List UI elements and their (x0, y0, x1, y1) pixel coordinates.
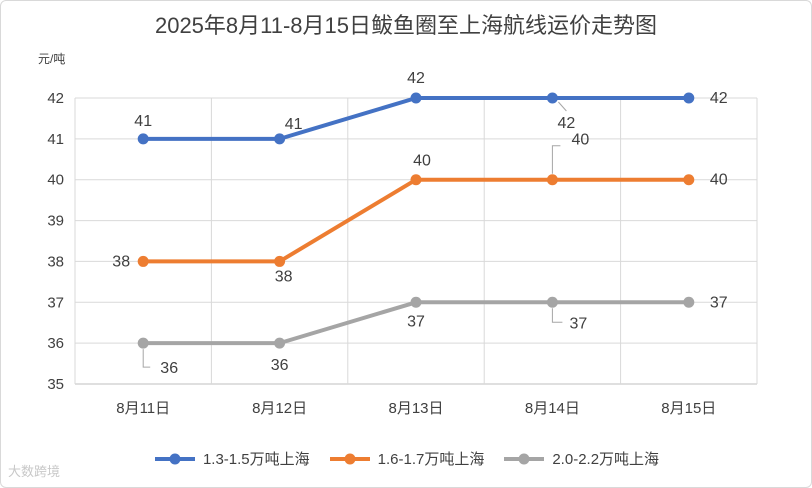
data-point-series-2 (410, 174, 422, 186)
data-label-series-3: 37 (407, 313, 425, 330)
data-point-series-1 (137, 133, 149, 145)
y-tick-label: 42 (47, 90, 64, 107)
watermark: 大数跨境 (8, 464, 61, 479)
data-point-series-2 (683, 174, 695, 186)
data-label-series-2: 40 (572, 132, 590, 149)
legend-swatch-series-3 (504, 453, 545, 464)
x-tick-label: 8月14日 (525, 400, 580, 417)
data-point-series-3 (410, 296, 422, 308)
x-tick-label: 8月12日 (252, 400, 307, 417)
data-label-leader-line (142, 349, 151, 368)
data-point-series-2 (274, 255, 286, 267)
data-label-series-1: 41 (285, 116, 303, 133)
y-tick-label: 37 (47, 294, 64, 311)
data-point-series-1 (410, 92, 422, 104)
data-point-series-3 (683, 296, 695, 308)
data-label-series-3: 37 (710, 294, 728, 311)
data-point-series-1 (274, 133, 286, 145)
data-label-series-2: 38 (112, 253, 130, 270)
legend-label-series-3: 2.0-2.2万吨上海 (552, 451, 660, 468)
legend-label-series-2: 1.6-1.7万吨上海 (377, 451, 485, 468)
chart-legend: 1.3-1.5万吨上海 1.6-1.7万吨上海 2.0-2.2万吨上海 (0, 448, 812, 469)
legend-swatch-series-1 (154, 453, 195, 464)
y-tick-label: 41 (47, 131, 64, 148)
y-tick-label: 39 (47, 213, 64, 230)
series-line-1 (141, 96, 691, 141)
legend-label-series-1: 1.3-1.5万吨上海 (202, 451, 310, 468)
data-label-series-3: 36 (271, 357, 289, 374)
data-point-series-2 (546, 174, 558, 186)
y-tick-label: 36 (47, 335, 64, 352)
data-point-series-3 (546, 296, 558, 308)
data-point-series-1 (546, 92, 558, 104)
data-label-series-1: 42 (710, 90, 728, 107)
data-label-leader-line (558, 101, 567, 112)
legend-swatch-series-2 (329, 453, 370, 464)
chart-title: 2025年8月11-8月15日鲅鱼圈至上海航线运价走势图 (154, 13, 658, 38)
y-tick-label: 40 (47, 172, 64, 189)
data-label-series-1: 41 (134, 113, 152, 130)
x-tick-label: 8月13日 (388, 400, 443, 417)
x-tick-label: 8月11日 (116, 400, 170, 417)
data-label-series-1: 42 (558, 115, 576, 132)
data-label-series-2: 40 (413, 153, 431, 170)
y-tick-label: 38 (47, 253, 64, 270)
x-tick-label: 8月15日 (661, 400, 716, 417)
data-label-leader-line (551, 308, 563, 323)
y-axis-unit-label: 元/吨 (38, 52, 66, 66)
data-label-series-2: 38 (275, 268, 293, 285)
data-point-series-3 (274, 337, 286, 349)
data-label-series-2: 40 (710, 172, 728, 189)
y-tick-label: 35 (47, 376, 64, 393)
legend-item-series-2: 1.6-1.7万吨上海 (328, 448, 485, 469)
legend-item-series-3: 2.0-2.2万吨上海 (502, 448, 659, 469)
data-point-series-3 (137, 337, 149, 349)
legend-item-series-1: 1.3-1.5万吨上海 (153, 448, 310, 469)
data-point-series-1 (683, 92, 695, 104)
data-label-series-1: 42 (407, 70, 425, 87)
data-label-leader-line (551, 145, 561, 174)
data-label-series-3: 36 (160, 360, 178, 377)
data-point-series-2 (137, 255, 149, 267)
data-label-series-3: 37 (570, 315, 588, 332)
